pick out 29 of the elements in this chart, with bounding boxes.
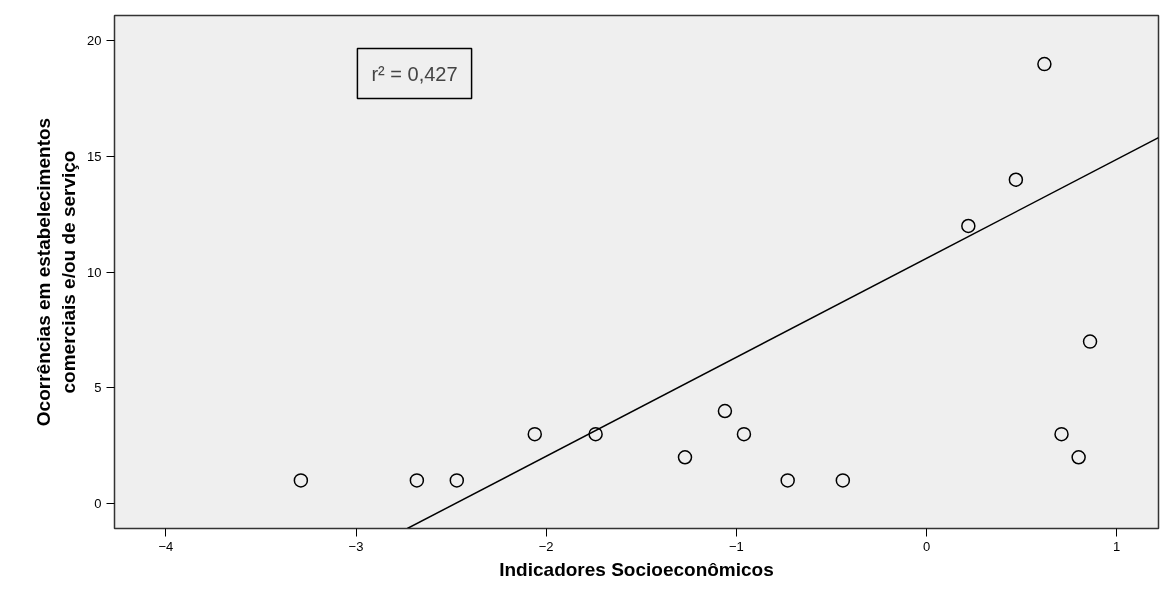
point xyxy=(780,473,795,488)
y-tick-label: 15 xyxy=(87,149,102,165)
point xyxy=(717,403,733,419)
y-tick-label: 10 xyxy=(87,264,102,280)
point xyxy=(1082,334,1098,349)
point xyxy=(1071,450,1086,465)
y-tick-label: 0 xyxy=(94,496,102,512)
x-tick-label: 1 xyxy=(1113,538,1121,554)
point xyxy=(677,450,693,465)
y-axis-title: Ocorrências em estabelecimentos comerciais e/ou de serviço xyxy=(32,117,80,427)
x-tick-label: −1 xyxy=(728,538,744,554)
point xyxy=(1054,426,1069,442)
point xyxy=(835,473,851,488)
y-tick-label: 20 xyxy=(87,33,102,49)
point xyxy=(527,426,543,442)
point xyxy=(1037,56,1052,72)
x-tick-label: 0 xyxy=(922,538,931,554)
point xyxy=(409,473,425,488)
point xyxy=(736,426,752,442)
y-tick-label: 5 xyxy=(94,380,102,396)
x-axis-title: Indicadores Socioeconômicos xyxy=(499,558,774,580)
point xyxy=(293,473,309,488)
point xyxy=(961,218,976,234)
x-tick-label: −3 xyxy=(348,538,364,554)
point xyxy=(449,473,465,488)
x-tick-label: −2 xyxy=(538,538,554,554)
annotation: r² = 0,427 xyxy=(371,62,458,85)
x-tick-label: −4 xyxy=(158,538,174,554)
point xyxy=(1008,172,1024,187)
